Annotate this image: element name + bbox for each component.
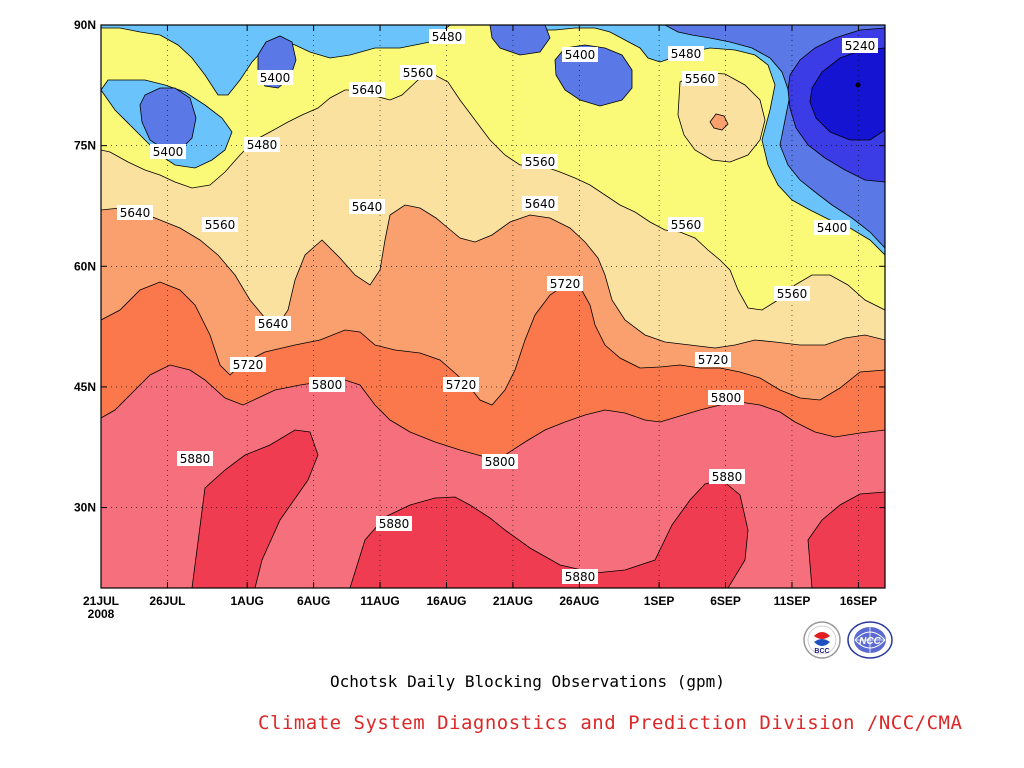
svg-text:5800: 5800 xyxy=(485,455,516,469)
contour-label: 5880 xyxy=(177,451,213,466)
svg-text:5640: 5640 xyxy=(258,317,289,331)
contour-label: 5400 xyxy=(814,220,850,235)
svg-text:5400: 5400 xyxy=(817,221,848,235)
contour-label: 5720 xyxy=(695,352,731,367)
x-tick-label: 11SEP xyxy=(774,594,811,608)
bcc-logo-text: BCC xyxy=(814,648,829,655)
y-tick-label: 30N xyxy=(74,501,96,515)
x-tick-label: 26JUL xyxy=(149,594,185,608)
svg-text:5800: 5800 xyxy=(312,378,343,392)
center-mark xyxy=(855,82,861,88)
contour-label: 5240 xyxy=(842,38,878,53)
band-5320-c xyxy=(489,25,551,56)
contour-label: 5560 xyxy=(400,65,436,80)
svg-text:5560: 5560 xyxy=(777,287,808,301)
svg-text:5480: 5480 xyxy=(671,47,702,61)
contour-fills xyxy=(101,25,885,588)
contour-label: 5640 xyxy=(349,199,385,214)
contour-label: 5880 xyxy=(376,516,412,531)
contour-label: 5560 xyxy=(682,71,718,86)
ncc-logo-text: NCC xyxy=(859,636,881,647)
svg-text:5880: 5880 xyxy=(712,470,743,484)
svg-text:5720: 5720 xyxy=(698,353,729,367)
contour-label: 5560 xyxy=(668,217,704,232)
svg-text:5480: 5480 xyxy=(432,30,463,44)
contour-label: 5400 xyxy=(257,70,293,85)
contour-label: 5720 xyxy=(547,276,583,291)
contour-label: 5640 xyxy=(522,196,558,211)
chart-title: Ochotsk Daily Blocking Observations (gpm… xyxy=(330,672,725,691)
svg-text:5560: 5560 xyxy=(685,72,716,86)
x-tick-label: 11AUG xyxy=(360,594,399,608)
svg-text:5400: 5400 xyxy=(565,48,596,62)
svg-text:5800: 5800 xyxy=(711,391,742,405)
svg-text:5560: 5560 xyxy=(205,218,236,232)
plot-frame xyxy=(100,24,886,589)
ncc-logo: NCC xyxy=(845,620,895,664)
contour-label: 5560 xyxy=(202,217,238,232)
band-5640-island xyxy=(709,113,729,131)
y-tick-label: 60N xyxy=(74,259,96,273)
x-tick-label: 16SEP xyxy=(840,594,877,608)
svg-text:5880: 5880 xyxy=(180,452,211,466)
x-tick-label: 6AUG xyxy=(297,594,330,608)
svg-text:5560: 5560 xyxy=(403,66,434,80)
x-tick-label: 26AUG xyxy=(559,594,599,608)
contour-label: 5560 xyxy=(522,154,558,169)
svg-text:5560: 5560 xyxy=(671,218,702,232)
svg-text:5880: 5880 xyxy=(565,570,596,584)
svg-text:5240: 5240 xyxy=(845,39,876,53)
contour-label: 5640 xyxy=(117,205,153,220)
contour-label: 5480 xyxy=(244,137,280,152)
contour-label: 5640 xyxy=(255,316,291,331)
svg-text:5640: 5640 xyxy=(352,83,383,97)
svg-text:5720: 5720 xyxy=(233,358,264,372)
svg-text:5400: 5400 xyxy=(153,145,184,159)
x-tick-label: 2008 xyxy=(88,607,115,621)
contour-label: 5800 xyxy=(482,454,518,469)
x-tick-label: 6SEP xyxy=(710,594,741,608)
contour-label: 5720 xyxy=(443,377,479,392)
footer-credit: Climate System Diagnostics and Predictio… xyxy=(258,712,963,734)
contour-label: 5800 xyxy=(708,390,744,405)
y-tick-label: 75N xyxy=(74,139,96,153)
bcc-logo: BCC xyxy=(802,620,842,664)
x-tick-label: 21AUG xyxy=(493,594,533,608)
band-lt5240 xyxy=(809,47,885,141)
x-tick-label: 1SEP xyxy=(644,594,675,608)
x-tick-label: 16AUG xyxy=(426,594,466,608)
x-tick-label: 1AUG xyxy=(230,594,263,608)
svg-text:5720: 5720 xyxy=(550,277,581,291)
contour-label: 5400 xyxy=(562,47,598,62)
y-tick-label: 90N xyxy=(74,18,96,32)
contour-label: 5880 xyxy=(562,569,598,584)
svg-text:5640: 5640 xyxy=(120,206,151,220)
contour-label: 5480 xyxy=(429,29,465,44)
svg-text:5720: 5720 xyxy=(446,378,477,392)
contour-label: 5800 xyxy=(309,377,345,392)
contour-label: 5880 xyxy=(709,469,745,484)
svg-text:5640: 5640 xyxy=(525,197,556,211)
contour-label: 5480 xyxy=(668,46,704,61)
contour-labels: 5480 5400 5480 5560 5400 5240 5560 5640 5400 5480… xyxy=(117,29,878,584)
svg-text:5480: 5480 xyxy=(247,138,278,152)
svg-text:5400: 5400 xyxy=(260,71,291,85)
contour-label: 5560 xyxy=(774,286,810,301)
y-tick-label: 45N xyxy=(74,380,96,394)
grid xyxy=(101,25,885,588)
contour-label: 5720 xyxy=(230,357,266,372)
contour-label: 5640 xyxy=(349,82,385,97)
x-tick-label: 21JUL xyxy=(83,594,119,608)
contour-label: 5400 xyxy=(150,144,186,159)
svg-text:5880: 5880 xyxy=(379,517,410,531)
svg-text:5560: 5560 xyxy=(525,155,556,169)
svg-text:5640: 5640 xyxy=(352,200,383,214)
